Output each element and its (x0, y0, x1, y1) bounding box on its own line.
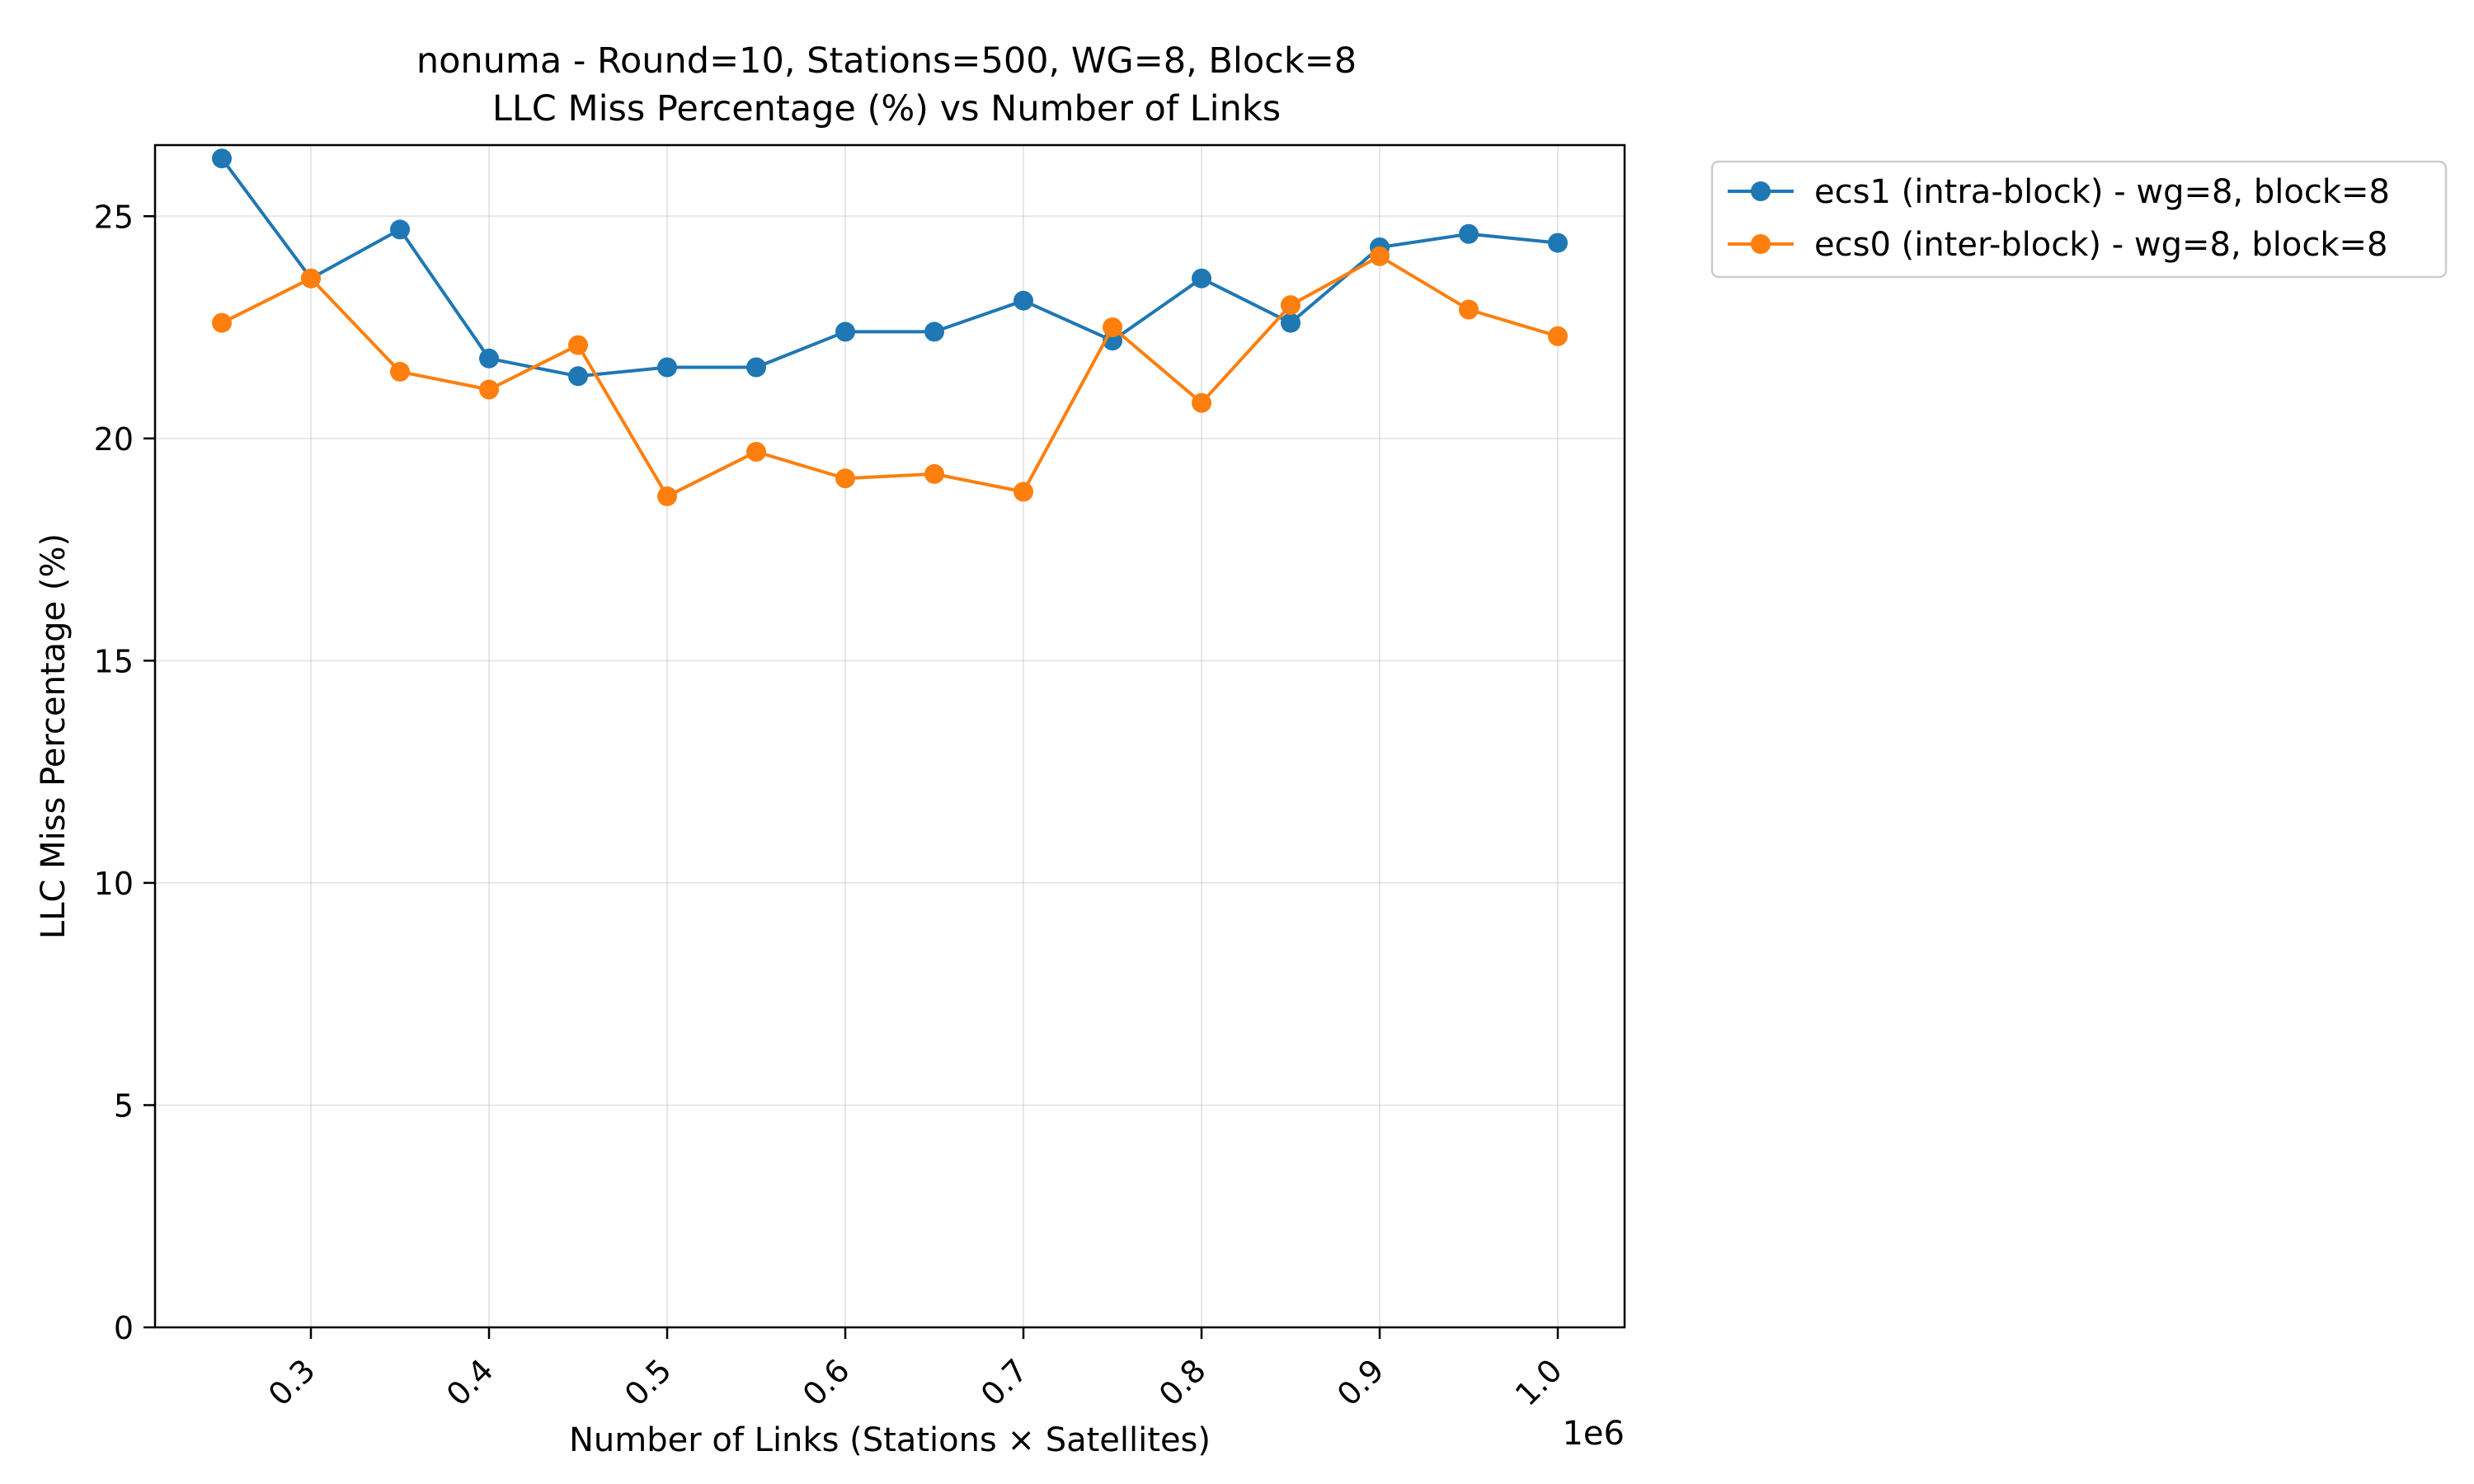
data-point (568, 366, 588, 387)
data-point (924, 463, 944, 484)
data-point (657, 357, 677, 378)
legend-swatch-marker-ecs1 (1751, 181, 1771, 201)
data-point (1281, 295, 1300, 316)
data-point (746, 357, 766, 378)
data-point (1370, 246, 1390, 266)
data-point (568, 335, 588, 355)
data-point (212, 312, 232, 333)
x-axis-label: Number of Links (Stations × Satellites) (569, 1421, 1211, 1459)
data-point (1459, 223, 1479, 244)
data-point (212, 148, 232, 169)
data-point (479, 348, 499, 369)
data-point (1014, 481, 1033, 502)
chart-title-line2: LLC Miss Percentage (%) vs Number of Lin… (492, 88, 1281, 129)
legend-entry-ecs0: ecs0 (inter-block) - wg=8, block=8 (1814, 226, 2388, 264)
data-point (390, 361, 410, 382)
data-point (1192, 268, 1211, 289)
y-tick-label: 20 (94, 421, 134, 458)
data-point (1459, 299, 1479, 320)
y-tick-label: 15 (94, 643, 134, 679)
legend: ecs1 (intra-block) - wg=8, block=8 ecs0 … (1710, 160, 2448, 279)
data-point (924, 322, 944, 342)
legend-entry-ecs1: ecs1 (intra-block) - wg=8, block=8 (1814, 173, 2390, 211)
series-line (221, 254, 1559, 498)
data-point (479, 379, 499, 400)
legend-frame (1710, 160, 2448, 279)
legend-swatch-marker-ecs0 (1751, 234, 1771, 254)
series-line (220, 157, 1559, 378)
y-tick-label: 0 (114, 1310, 134, 1346)
plot-frame (153, 143, 1626, 1329)
data-point (657, 486, 677, 506)
y-tick-label: 5 (114, 1087, 134, 1124)
data-point (390, 219, 410, 240)
data-point (1014, 290, 1033, 311)
chart-title-line1: nonuma - Round=10, Stations=500, WG=8, B… (416, 40, 1357, 82)
data-point (1548, 232, 1568, 253)
series-layer (212, 148, 1568, 506)
data-point (301, 268, 321, 289)
series-ecs0 (212, 246, 1568, 506)
y-tick-label: 10 (94, 866, 134, 902)
y-axis: 0 5 10 15 20 25 (94, 199, 155, 1346)
data-point (1192, 392, 1211, 413)
y-axis-label: LLC Miss Percentage (%) (35, 533, 73, 939)
x-axis-offset-label: 1e6 (1562, 1415, 1625, 1453)
data-point (835, 322, 855, 342)
data-point (746, 442, 766, 462)
data-point (1548, 326, 1568, 346)
y-tick-label: 25 (94, 199, 134, 235)
data-point (1103, 317, 1122, 337)
data-point (835, 468, 855, 489)
data-point (1281, 312, 1300, 333)
